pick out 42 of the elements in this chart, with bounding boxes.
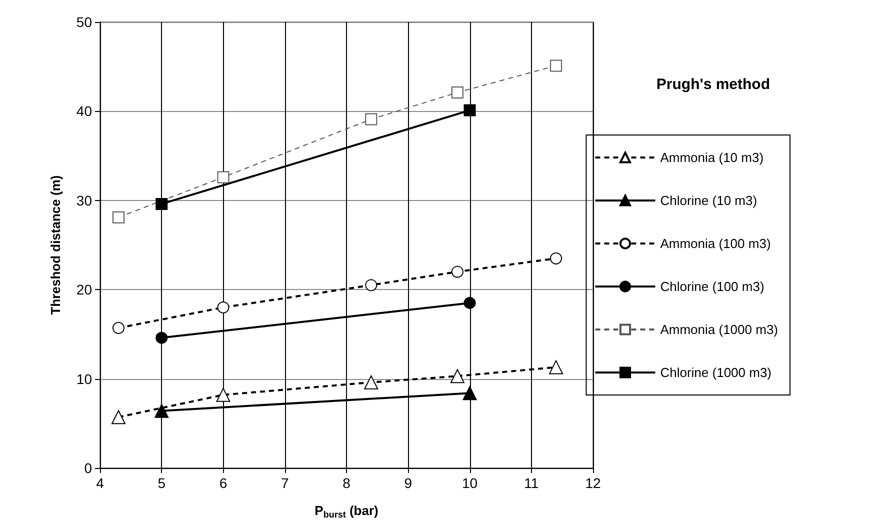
- legend-label: Ammonia (1000 m3): [660, 322, 778, 337]
- x-tick-label: 4: [96, 475, 104, 491]
- y-tick-label: 30: [76, 192, 92, 208]
- point: [464, 104, 476, 116]
- y-axis-title: Threshod distance (m): [48, 175, 63, 315]
- point: [451, 266, 464, 278]
- point: [450, 369, 464, 384]
- point: [112, 211, 124, 224]
- x-tick-label: 10: [462, 475, 478, 491]
- point: [216, 388, 230, 402]
- x-tick-label: 7: [280, 475, 289, 491]
- x-tick-label: 9: [404, 475, 412, 491]
- point: [156, 198, 168, 210]
- legend-label: Chlorine (10 m3): [660, 193, 758, 208]
- y-tick-label: 40: [76, 103, 92, 120]
- x-tick-label: 8: [342, 475, 351, 491]
- point: [365, 279, 378, 292]
- point: [451, 86, 464, 98]
- x-tick-label: 6: [219, 475, 228, 491]
- y-tick-label: 0: [84, 460, 92, 476]
- legend-label: Ammonia (10 m3): [660, 150, 764, 165]
- point: [217, 171, 230, 184]
- point: [464, 296, 476, 309]
- point: [217, 301, 230, 314]
- y-tick-label: 20: [76, 282, 92, 298]
- x-tick-label: 11: [524, 475, 539, 491]
- point: [156, 332, 168, 344]
- y-tick-label: 50: [76, 14, 92, 30]
- point: [112, 322, 124, 334]
- legend-label: Chlorine (1000 m3): [660, 365, 772, 380]
- point: [364, 375, 378, 390]
- legend-label: Chlorine (100 m3): [660, 279, 764, 294]
- x-tick-label: 5: [158, 475, 166, 491]
- point: [365, 113, 378, 126]
- y-tick-label: 10: [76, 370, 92, 387]
- x-tick-label: 12: [585, 475, 601, 491]
- point: [550, 60, 562, 72]
- point: [111, 410, 126, 424]
- point: [549, 360, 564, 374]
- legend-title: Prugh's method: [656, 76, 770, 93]
- legend-label: Ammonia (100 m3): [660, 236, 771, 251]
- point: [550, 252, 562, 264]
